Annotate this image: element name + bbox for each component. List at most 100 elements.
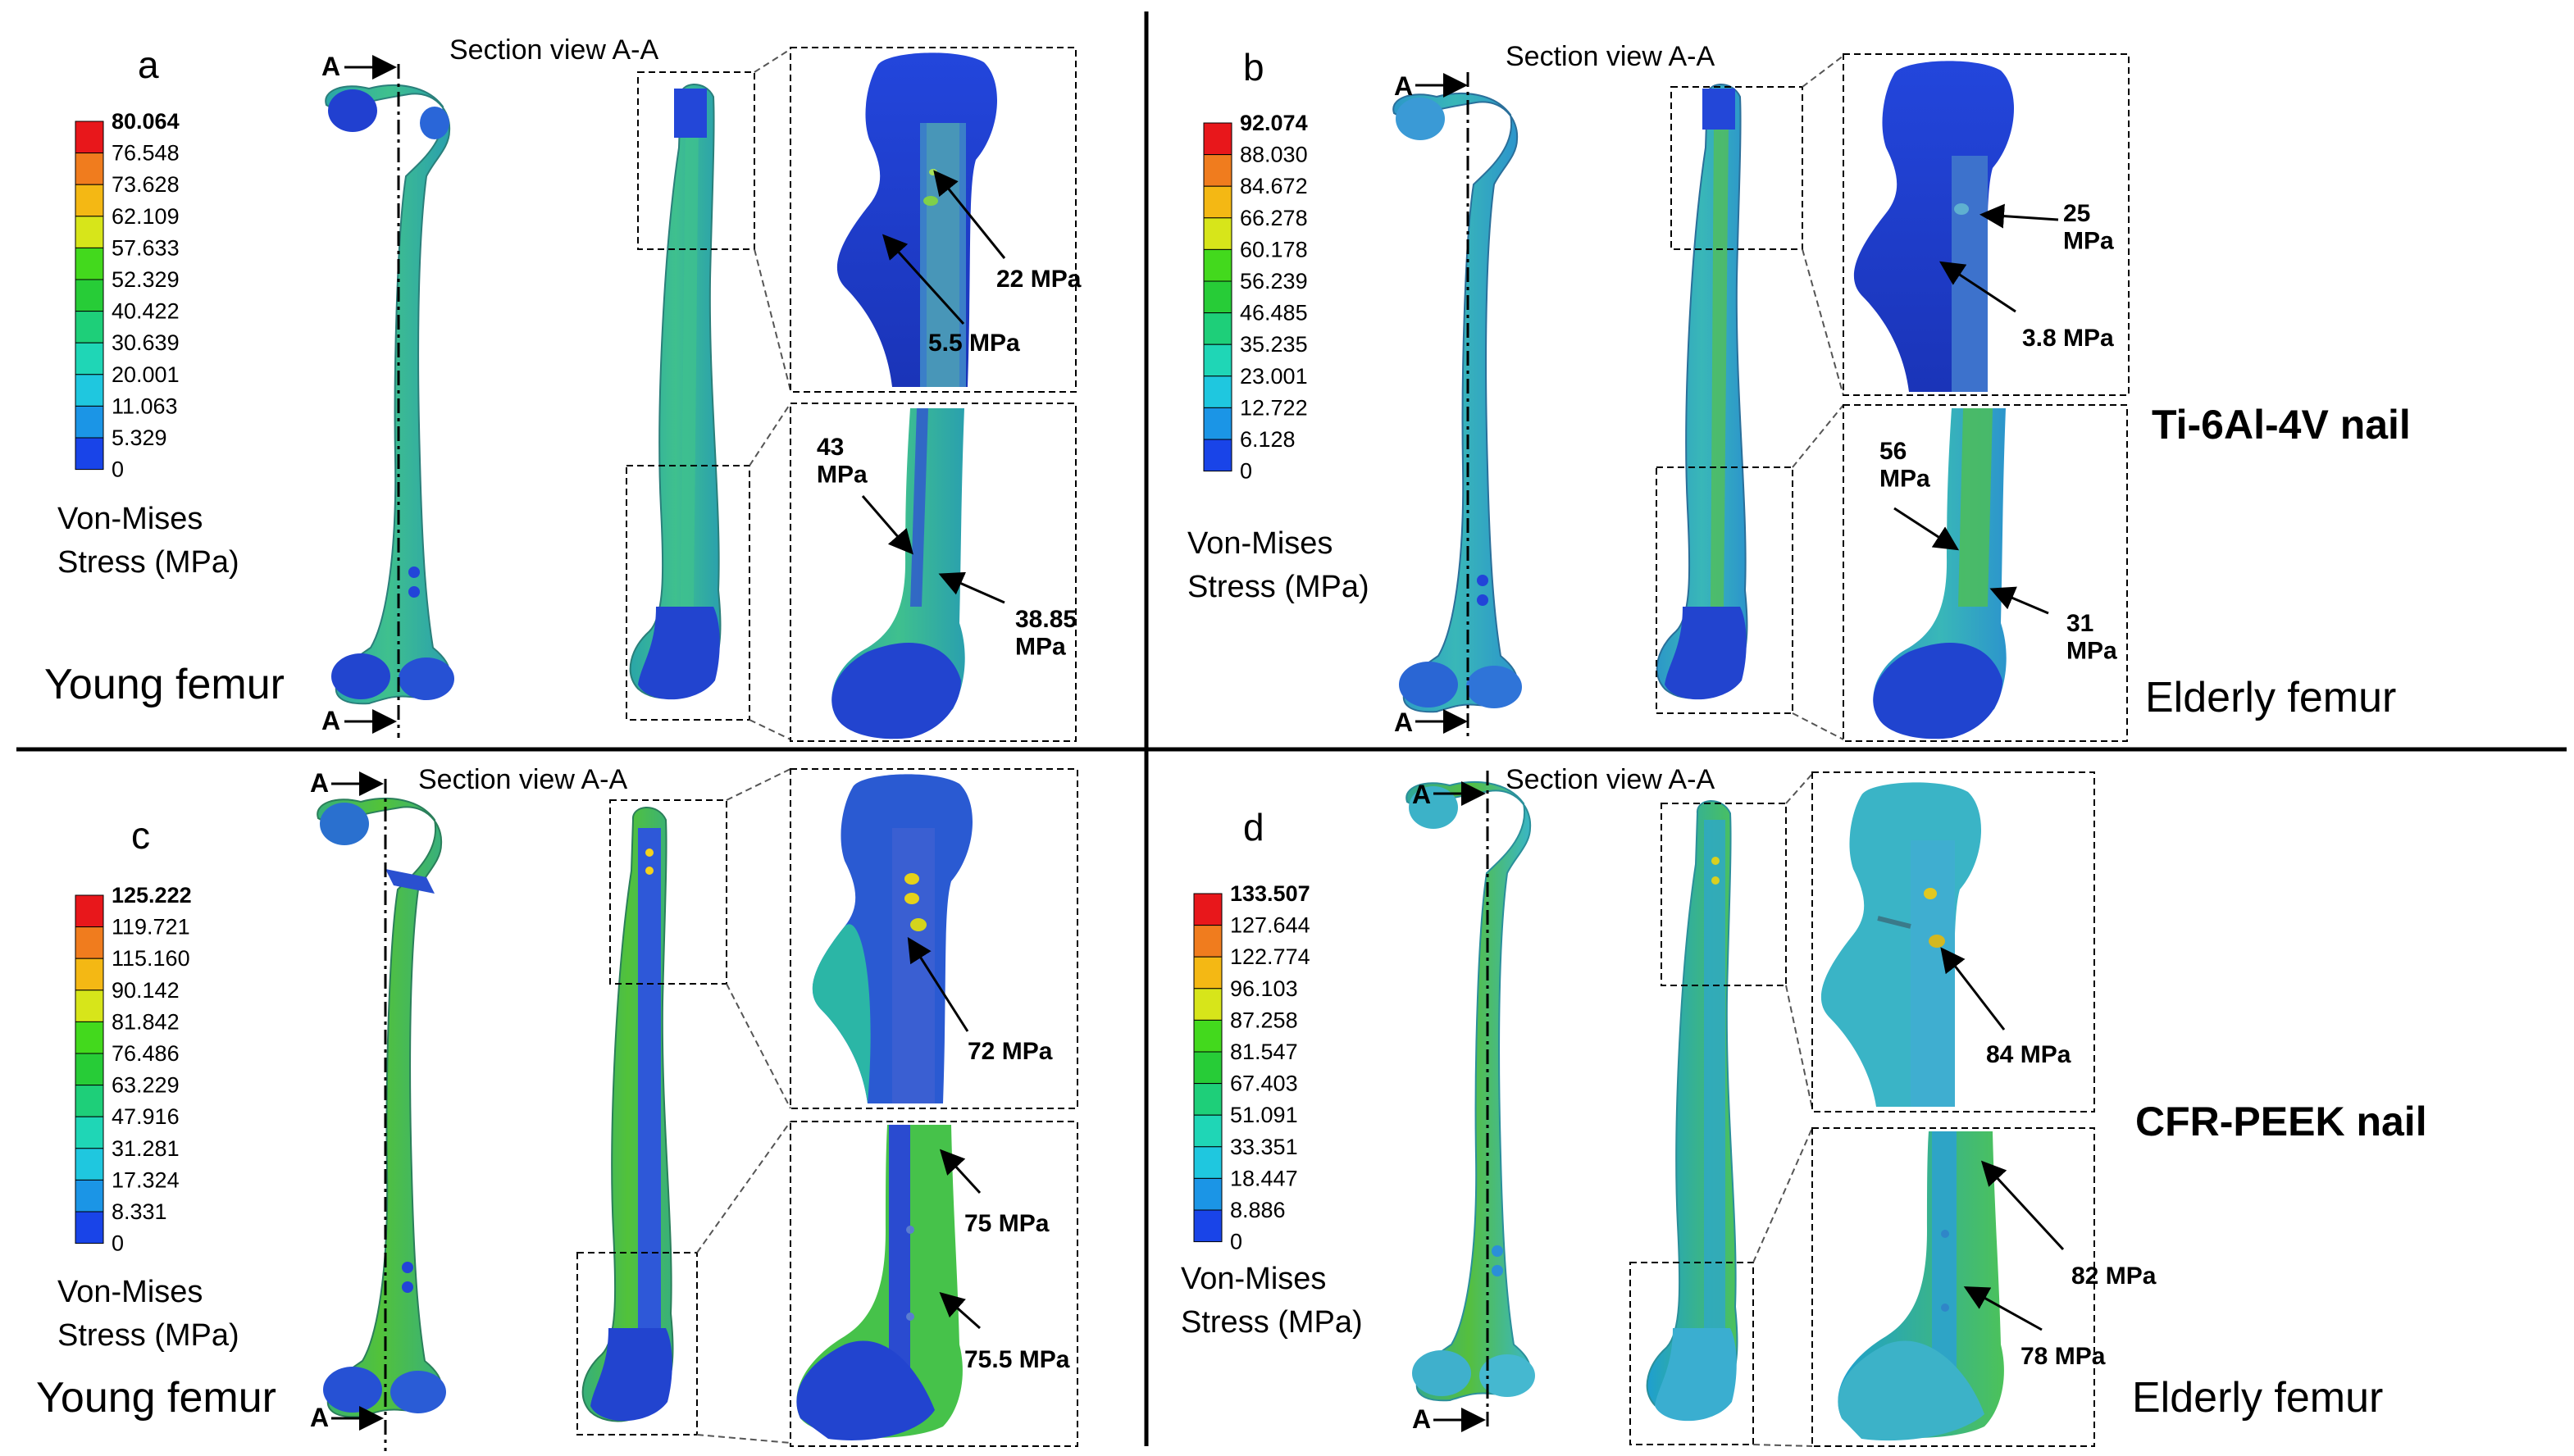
legend-tick-label: 17.324 — [112, 1167, 180, 1192]
legend-title-line1: Von-Mises — [1181, 1262, 1326, 1296]
section-marker-top: A — [310, 768, 329, 798]
zoom-box-top — [609, 799, 727, 985]
annotation-arrow — [1938, 261, 2016, 313]
annotation-arrow — [1979, 203, 2059, 229]
legend-tick-label: 67.403 — [1230, 1072, 1298, 1096]
legend-tick-label: 8.331 — [112, 1199, 167, 1224]
stress-annotation: 75.5 MPa — [964, 1346, 1070, 1373]
legend-tick-label: 60.178 — [1240, 237, 1308, 262]
legend-tick-label: 62.109 — [112, 204, 180, 229]
legend-color-band — [75, 374, 104, 407]
panel-letter: a — [138, 43, 159, 86]
zoom-box-bottom — [1629, 1262, 1754, 1445]
annotation-arrow — [882, 234, 965, 325]
zoom-box-top — [1670, 86, 1803, 250]
legend-color-band — [75, 926, 104, 959]
legend-title-line2: Stress (MPa) — [57, 545, 239, 580]
row-label-peek: CFR-PEEK nail — [2135, 1099, 2427, 1144]
annotation-line: 25 — [2063, 200, 2090, 227]
section-marker-bottom: A — [1394, 708, 1413, 737]
femur-model — [325, 84, 454, 705]
legend-tick-label: 11.063 — [112, 394, 178, 418]
legend-color-band — [75, 1211, 104, 1244]
annotation-line: MPa — [1015, 634, 1066, 661]
femur-label: Young femur — [44, 661, 285, 708]
legend-color-band — [75, 958, 104, 991]
legend-color-band — [1193, 1146, 1223, 1179]
section-view-label: Section view A-A — [1506, 764, 1715, 795]
section-view-label: Section view A-A — [1506, 41, 1715, 72]
section-marker-top: A — [321, 52, 340, 81]
legend-color-band — [75, 990, 104, 1022]
zoom-box-bottom — [576, 1252, 698, 1436]
section-marker-top: A — [1394, 71, 1413, 101]
legend-title-line2: Stress (MPa) — [1187, 570, 1369, 604]
detail-top-model — [836, 52, 998, 387]
section-view-model — [629, 84, 722, 700]
legend-color-band — [75, 1179, 104, 1213]
legend-tick-label: 0 — [112, 457, 124, 482]
legend-color-band — [75, 1085, 104, 1117]
section-view-label: Section view A-A — [449, 34, 658, 66]
legend-tick-label: 133.507 — [1230, 881, 1310, 906]
legend-color-band — [1203, 439, 1232, 472]
legend-tick-label: 30.639 — [112, 330, 180, 355]
legend-color-band — [75, 121, 104, 154]
detail-box-top — [790, 47, 1077, 393]
legend-tick-label: 0 — [112, 1231, 124, 1256]
zoom-box-top — [1661, 803, 1787, 986]
annotation-arrow — [861, 495, 913, 555]
detail-box-bottom — [790, 1121, 1078, 1447]
zoom-box-top — [637, 71, 755, 250]
legend-color-band — [1193, 988, 1223, 1021]
annotation-line: 56 — [1879, 438, 1907, 465]
section-view-model — [1656, 84, 1748, 700]
annotation-line: 31 — [2066, 610, 2093, 637]
annotation-line: 43 — [817, 434, 844, 461]
detail-top-model — [812, 774, 973, 1103]
legend-color-band — [1193, 1051, 1223, 1085]
legend-tick-label: 57.633 — [112, 235, 180, 260]
femur-label: Elderly femur — [2132, 1374, 2383, 1422]
legend-tick-label: 23.001 — [1240, 364, 1308, 389]
legend-tick-label: 51.091 — [1230, 1103, 1298, 1127]
panel-c: c 125.222 119.721 115.160 90.142 81.842 76.48… — [36, 764, 1078, 1451]
legend-tick-label: 47.916 — [112, 1104, 180, 1129]
zoom-box-bottom — [1656, 466, 1793, 714]
detail-box-top — [1811, 771, 2095, 1112]
zoom-box-bottom — [626, 465, 750, 721]
legend-color-band — [1203, 154, 1232, 187]
stress-annotation: 82 MPa — [2071, 1263, 2157, 1290]
annotation-arrow — [933, 170, 1006, 259]
legend-tick-label: 31.281 — [112, 1136, 180, 1161]
legend-tick-label: 84.672 — [1240, 174, 1308, 198]
legend-tick-label: 5.329 — [112, 425, 167, 450]
legend-tick-label: 20.001 — [112, 362, 180, 387]
stress-annotation: 56 MPa — [1879, 438, 1930, 493]
row-label-ti: Ti-6Al-4V nail — [2152, 402, 2411, 448]
femur-model — [1405, 781, 1535, 1402]
legend: 80.064 76.548 73.628 62.109 57.633 52.329 40.4… — [75, 109, 180, 482]
section-marker-bottom: A — [321, 706, 340, 735]
legend-color-band — [1193, 1209, 1223, 1243]
detail-bottom-model — [1838, 1131, 2004, 1441]
legend-color-band — [75, 1148, 104, 1181]
legend-tick-label: 119.721 — [112, 915, 190, 940]
legend-color-band — [75, 247, 104, 280]
detail-top-model — [1820, 782, 1982, 1107]
annotation-arrow — [939, 1292, 981, 1330]
stress-annotation: 25 MPa — [2063, 200, 2114, 255]
legend-color-band — [75, 437, 104, 471]
stress-annotation: 43 MPa — [817, 434, 868, 489]
legend-color-band — [1203, 217, 1232, 250]
legend-color-band — [75, 216, 104, 248]
legend-color-band — [1203, 122, 1232, 156]
femur-label: Young femur — [36, 1374, 276, 1422]
detail-box-bottom — [790, 403, 1077, 742]
legend-tick-label: 115.160 — [112, 946, 190, 971]
legend-color-band — [1193, 956, 1223, 990]
legend-tick-label: 6.128 — [1240, 427, 1296, 452]
detail-bottom-model — [796, 1125, 963, 1440]
legend-color-band — [1203, 344, 1232, 377]
